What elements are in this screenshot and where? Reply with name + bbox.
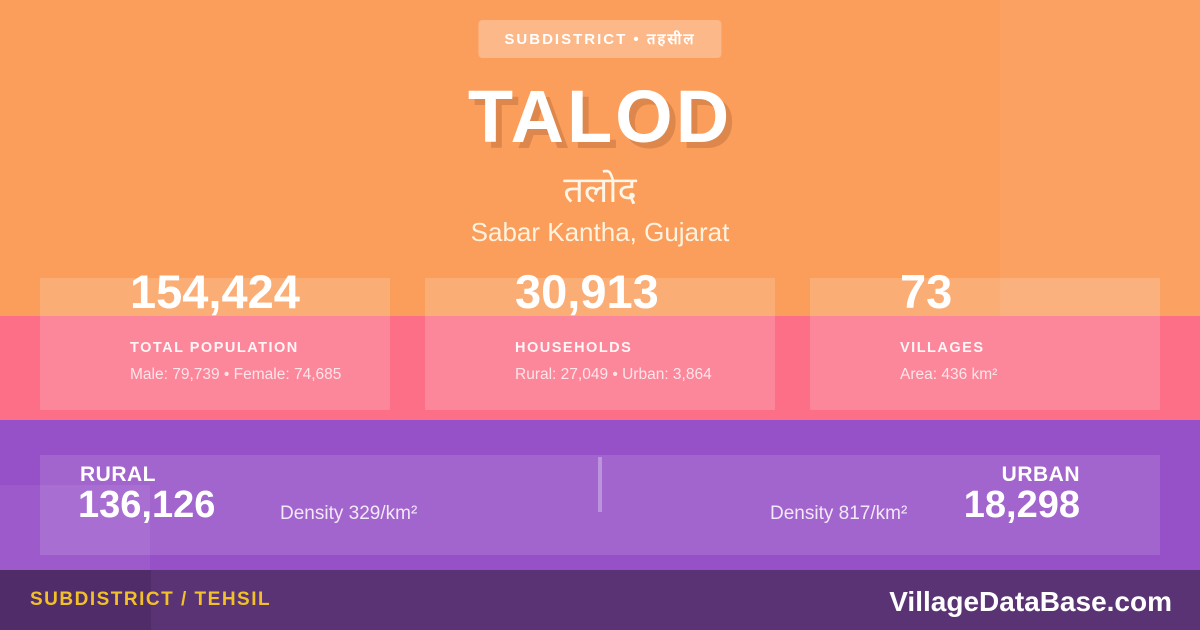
stat-value: 154,424 (130, 265, 300, 318)
stat-label: VILLAGES (900, 340, 985, 356)
stat-card-villages: 73 VILLAGES Area: 436 km² (810, 268, 1160, 410)
rural-value: 136,126 (78, 484, 216, 526)
decorative-overlay-footer-left (0, 570, 151, 630)
title-native-script: तलोद (563, 169, 637, 210)
stat-value: 73 (900, 265, 953, 318)
urban-label: URBAN (1001, 463, 1080, 486)
stat-detail: Rural: 27,049 • Urban: 3,864 (515, 366, 712, 383)
breakdown-panel (40, 455, 1160, 555)
stat-label: TOTAL POPULATION (130, 340, 299, 356)
type-badge: SUBDISTRICT • तहसील (478, 20, 722, 58)
urban-density: Density 817/km² (770, 503, 908, 524)
stat-card-total-population: 154,424 TOTAL POPULATION Male: 79,739 • … (40, 268, 390, 410)
stat-detail: Male: 79,739 • Female: 74,685 (130, 366, 342, 383)
breakdown-band (0, 420, 1200, 570)
stat-value: 30,913 (515, 265, 659, 318)
decorative-overlay-top-right (1000, 0, 1200, 316)
stat-label: HOUSEHOLDS (515, 340, 633, 356)
rural-label: RURAL (80, 463, 156, 486)
stat-detail: Area: 436 km² (900, 366, 998, 383)
vertical-divider (598, 457, 602, 512)
stat-card-households: 30,913 HOUSEHOLDS Rural: 27,049 • Urban:… (425, 268, 775, 410)
urban-value: 18,298 (963, 484, 1080, 526)
header-band (0, 0, 1200, 316)
page-title: TALOD (467, 75, 733, 158)
rural-density: Density 329/km² (280, 503, 418, 524)
footer-band (0, 570, 1200, 630)
decorative-overlay-purple-left (0, 485, 150, 570)
stats-band (0, 316, 1200, 420)
location-subtitle: Sabar Kantha, Gujarat (470, 217, 730, 247)
brand-wordmark: VillageDataBase.com (889, 586, 1172, 617)
footer-type-text: SUBDISTRICT / TEHSIL (30, 589, 272, 610)
